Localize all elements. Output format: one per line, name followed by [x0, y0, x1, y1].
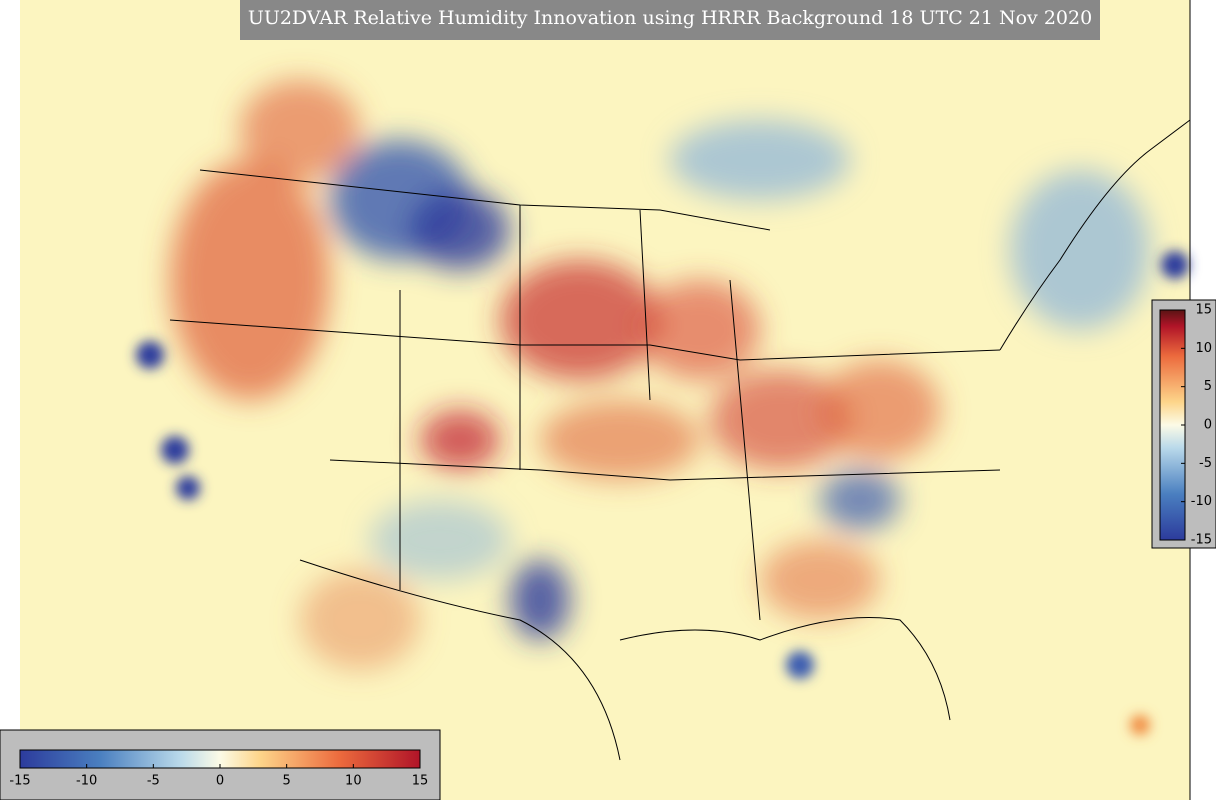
title-box — [240, 0, 1100, 40]
tick-label: -10 — [76, 774, 97, 789]
colorbar — [1159, 309, 1186, 541]
tick-label: 5 — [283, 774, 291, 789]
ocean-blobs — [136, 251, 1189, 735]
map-background — [20, 0, 1190, 800]
tick-label: 10 — [1195, 341, 1212, 356]
tick-label: 0 — [1204, 418, 1212, 433]
tick-label: 0 — [216, 774, 224, 789]
tick-label: -10 — [1191, 494, 1212, 509]
tick-label: -5 — [1199, 456, 1212, 471]
tick-label: 15 — [1195, 303, 1212, 318]
tick-label: -15 — [9, 774, 30, 789]
tick-label: -15 — [1191, 533, 1212, 548]
map — [20, 0, 1191, 800]
tick-label: -5 — [147, 774, 160, 789]
tick-label: 15 — [412, 774, 429, 789]
humidity-field — [170, 80, 1150, 670]
boundaries — [169, 119, 1191, 761]
title: UU2DVAR Relative Humidity Innovation usi… — [248, 7, 1092, 29]
tick-label: 5 — [1204, 379, 1212, 394]
colorbar-right: 15 10 5 0 -5 -10 -15 — [1151, 299, 1216, 549]
tick-label: 10 — [345, 774, 362, 789]
colorbar-bottom: -15 -10 -5 0 5 10 15 — [0, 729, 441, 800]
